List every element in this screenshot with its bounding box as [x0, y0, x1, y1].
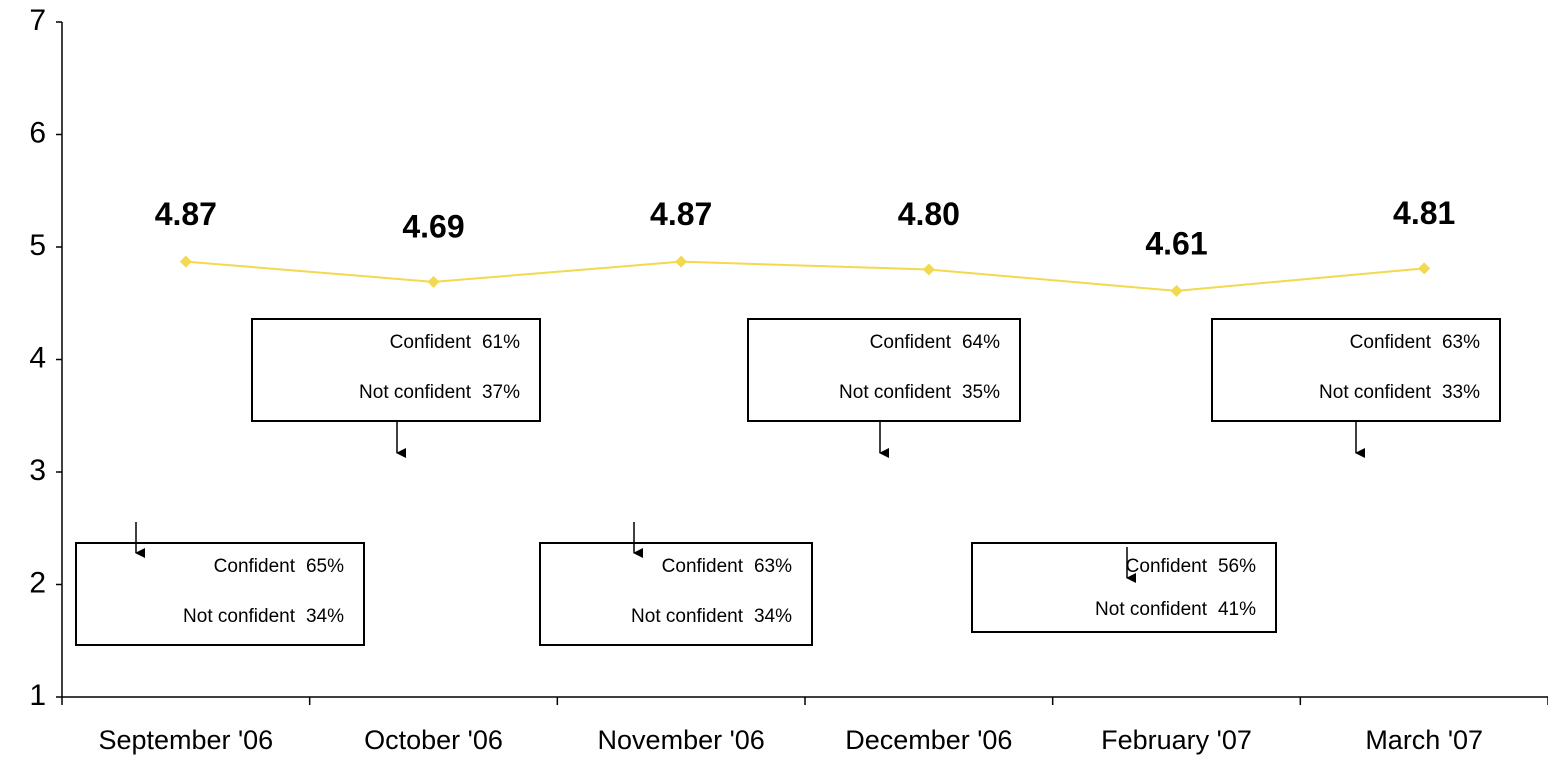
x-tick-label: October '06 [364, 725, 503, 755]
annotation-label: Not confident [183, 606, 296, 627]
annotation-value: 41% [1218, 599, 1256, 620]
annotation-label: Confident [662, 556, 744, 577]
value-label: 4.81 [1393, 195, 1455, 231]
x-tick-label: November '06 [598, 725, 765, 755]
marker [922, 263, 935, 276]
marker [1418, 262, 1431, 275]
line [185, 260, 1425, 292]
annotation-value: 65% [306, 556, 344, 577]
annotation-value: 64% [962, 332, 1000, 353]
x-tick-label: December '06 [845, 725, 1012, 755]
marker [675, 255, 688, 268]
annotation-value: 34% [754, 606, 792, 627]
annotation-value: 37% [482, 382, 520, 403]
value-label: 4.69 [402, 208, 464, 244]
annotation-label: Confident [1350, 332, 1432, 353]
annotation-label: Confident [1126, 556, 1208, 577]
annotation-box [747, 318, 1021, 422]
annotation-label: Not confident [1095, 599, 1208, 620]
x-tick-label: March '07 [1365, 725, 1483, 755]
annotation-label: Not confident [631, 606, 744, 627]
annotation-value: 63% [754, 556, 792, 577]
x-tick-label: September '06 [98, 725, 273, 755]
annotation-label: Confident [870, 332, 952, 353]
value-label: 4.87 [155, 196, 217, 232]
annotation-value: 56% [1218, 556, 1256, 577]
marker [1170, 284, 1183, 297]
annotation-label: Not confident [1319, 382, 1432, 403]
y-tick-label: 5 [29, 229, 46, 262]
annotation-label: Not confident [359, 382, 472, 403]
annotation-box [75, 542, 365, 646]
annotation-label: Confident [214, 556, 296, 577]
annotation-box [1211, 318, 1501, 422]
annotation-label: Confident [390, 332, 472, 353]
annotation-box [251, 318, 541, 422]
y-tick-label: 1 [29, 679, 46, 712]
y-tick-label: 7 [29, 4, 46, 37]
annotation-value: 33% [1442, 382, 1480, 403]
value-label: 4.61 [1145, 225, 1207, 261]
value-label: 4.87 [650, 196, 712, 232]
annotation-box [971, 542, 1277, 633]
marker [179, 255, 192, 268]
y-tick-label: 2 [29, 566, 46, 599]
y-tick-label: 4 [29, 341, 46, 374]
annotation-value: 35% [962, 382, 1000, 403]
y-tick-label: 6 [29, 116, 46, 149]
value-label: 4.80 [898, 196, 960, 232]
marker [427, 275, 440, 288]
annotation-value: 63% [1442, 332, 1480, 353]
x-tick-label: February '07 [1101, 725, 1252, 755]
annotation-value: 34% [306, 606, 344, 627]
annotation-label: Not confident [839, 382, 952, 403]
annotation-value: 61% [482, 332, 520, 353]
y-tick-label: 3 [29, 454, 46, 487]
annotation-box [539, 542, 813, 646]
